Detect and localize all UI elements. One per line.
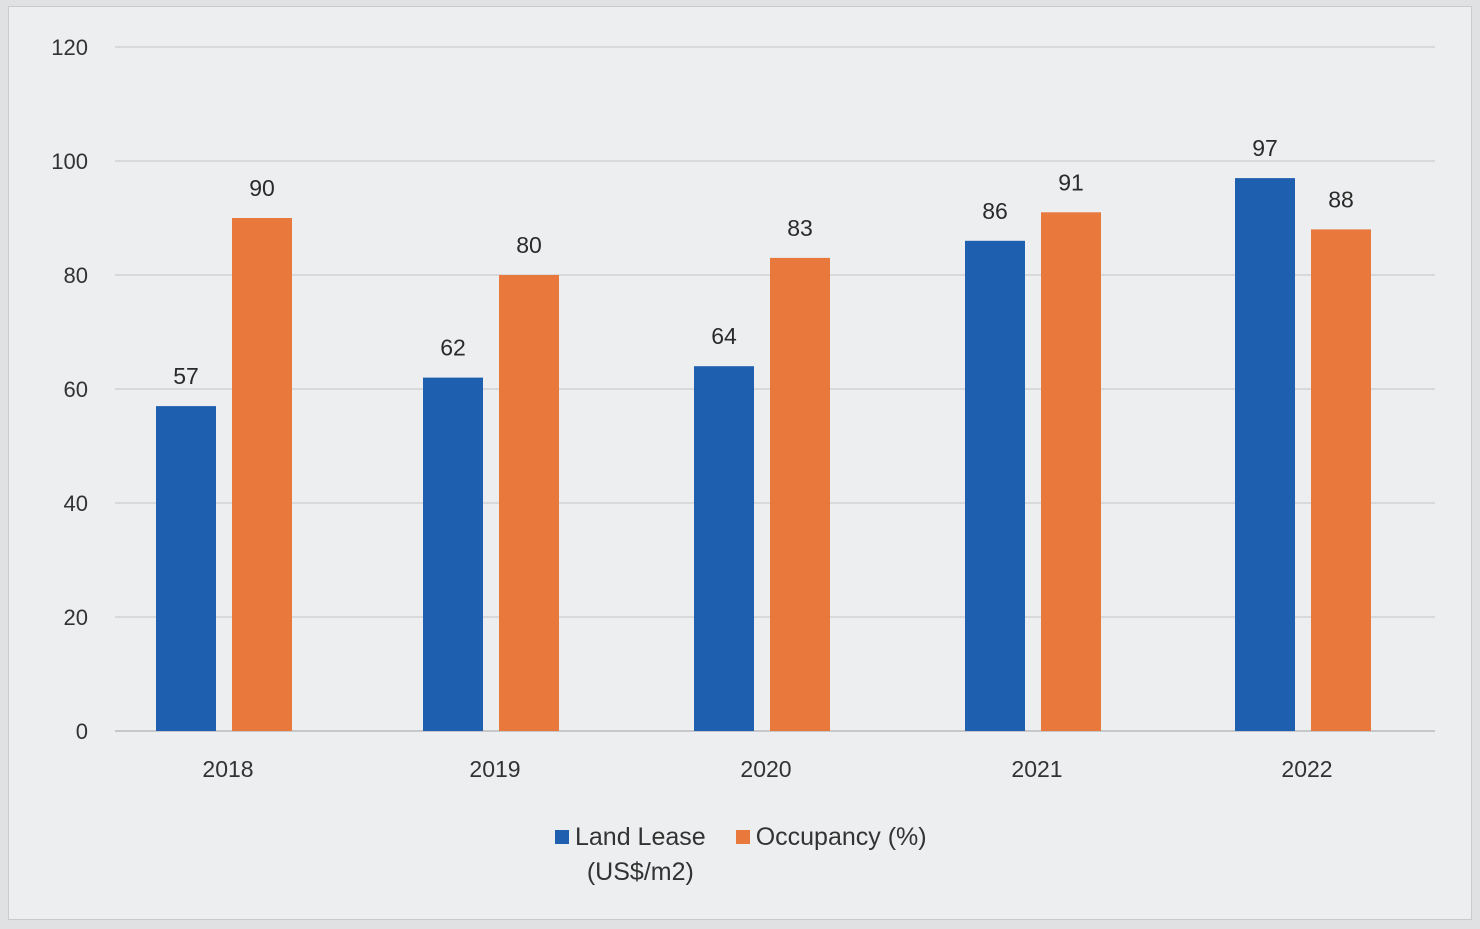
x-tick-label: 2020 [740, 756, 791, 782]
data-label: 91 [1058, 169, 1084, 195]
y-tick-label: 20 [64, 605, 88, 630]
bar-occupancy-2019 [499, 275, 559, 731]
y-tick-label: 120 [51, 35, 88, 60]
data-label: 62 [440, 335, 466, 361]
legend-label: Land Lease (US$/m2) [575, 823, 706, 886]
bar-land-lease-2022 [1235, 178, 1295, 732]
x-tick-label: 2019 [469, 756, 520, 782]
bar-land-lease-2018 [156, 406, 216, 731]
bar-occupancy-2021 [1041, 212, 1101, 732]
y-tick-label: 40 [64, 491, 88, 516]
bar-land-lease-2019 [423, 377, 483, 731]
x-tick-label: 2021 [1011, 756, 1062, 782]
y-tick-label: 60 [64, 377, 88, 402]
legend: Land Lease (US$/m2) Occupancy (%) [555, 820, 927, 890]
bar-occupancy-2018 [232, 218, 292, 731]
y-tick-label: 0 [76, 719, 88, 744]
legend-item-land-lease: Land Lease (US$/m2) [555, 820, 706, 890]
bar-land-lease-2021 [965, 240, 1025, 732]
data-label: 57 [173, 363, 199, 389]
legend-swatch-orange [735, 830, 750, 844]
data-label: 83 [787, 215, 813, 241]
y-tick-label: 80 [64, 263, 88, 288]
legend-item-occupancy: Occupancy (%) [735, 820, 927, 890]
data-label: 90 [249, 175, 275, 201]
data-label: 80 [516, 232, 542, 258]
x-tick-label: 2018 [202, 756, 253, 782]
legend-label: Occupancy (%) [755, 823, 927, 851]
legend-swatch-blue [555, 830, 569, 844]
bar-occupancy-2020 [770, 257, 830, 731]
bar-land-lease-2020 [694, 366, 754, 731]
data-label: 64 [711, 323, 737, 349]
x-tick-label: 2022 [1281, 756, 1332, 782]
y-tick-label: 100 [51, 149, 88, 174]
data-label: 86 [982, 198, 1008, 224]
data-label: 88 [1328, 186, 1354, 212]
data-label: 97 [1252, 135, 1278, 161]
bar-occupancy-2022 [1311, 229, 1371, 731]
